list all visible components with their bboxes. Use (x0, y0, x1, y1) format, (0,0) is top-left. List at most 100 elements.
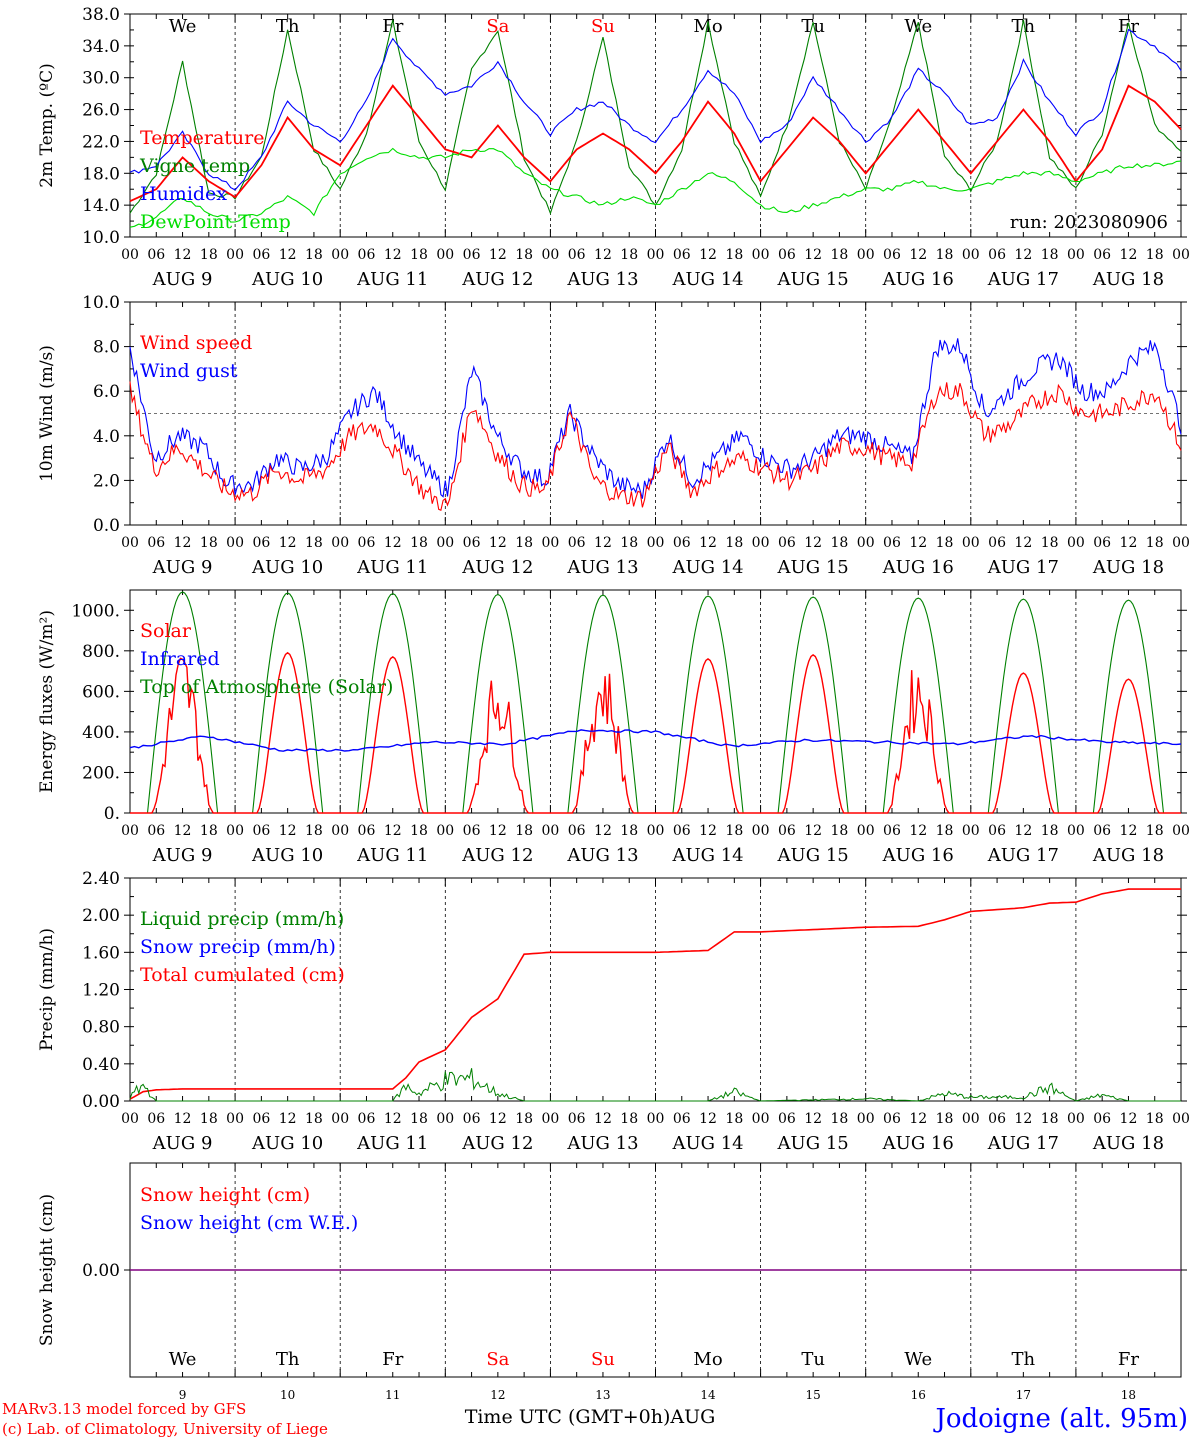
x-hour-label: 00 (541, 1111, 559, 1127)
x-hour-label: 06 (252, 535, 270, 551)
x-date-label: AUG 9 (152, 1133, 213, 1154)
y-tick-label: 400. (82, 723, 120, 743)
x-date-label: AUG 12 (461, 1133, 533, 1154)
x-hour-label: 00 (647, 1111, 665, 1127)
x-hour-label: 06 (778, 823, 796, 839)
x-date-label: AUG 17 (987, 1133, 1059, 1154)
x-hour-label: 06 (1093, 823, 1111, 839)
x-date-label: AUG 14 (671, 1133, 743, 1154)
x-hour-label: 00 (436, 1111, 454, 1127)
panel-4: 0.00 0.40 0.80 1.20 1.60 2.00 2.40 Precip (mm/h… (37, 869, 1190, 1154)
x-hour-label: 12 (804, 535, 822, 551)
x-hour-label: 00 (436, 535, 454, 551)
x-hour-label: 00 (752, 823, 770, 839)
x-hour-label: 06 (252, 247, 270, 263)
series-line-temperature (129, 84, 1182, 203)
plot-frame (129, 589, 1182, 814)
x-hour-label: 00 (962, 823, 980, 839)
y-tick-label: 1.20 (82, 981, 120, 1001)
legend-label: Wind speed (140, 332, 252, 354)
x-date-number: 9 (179, 1388, 187, 1402)
x-hour-label: 18 (936, 535, 954, 551)
panel-2: 0.0 2.0 4.0 6.0 8.0 10.0 10m Wind (m/s) 00 06 12 1… (37, 293, 1190, 578)
x-hour-label: 00 (331, 247, 349, 263)
x-hour-label: 06 (673, 823, 691, 839)
y-tick-label: 34.0 (82, 37, 120, 57)
y-tick-label: 0.00 (82, 1092, 120, 1112)
x-hour-label: 00 (647, 535, 665, 551)
y-tick-label: 2.00 (82, 906, 120, 926)
x-hour-label: 00 (857, 1111, 875, 1127)
x-hour-label: 00 (226, 247, 244, 263)
x-date-label: AUG 10 (251, 845, 323, 866)
x-hour-label: 00 (1067, 823, 1085, 839)
x-date-label: AUG 12 (461, 269, 533, 290)
legend-label: Top of Atmosphere (Solar) (140, 676, 393, 698)
y-tick-label: 600. (82, 682, 120, 702)
series-line-solar (130, 651, 1181, 814)
x-hour-label: 18 (200, 535, 218, 551)
x-hour-label: 12 (174, 823, 192, 839)
x-date-label: AUG 10 (251, 269, 323, 290)
x-hour-label: 12 (804, 823, 822, 839)
x-hour-label: 18 (410, 247, 428, 263)
x-hour-label: 18 (831, 247, 849, 263)
day-name-label: Th (276, 1349, 300, 1370)
series-line-liquid-precip (129, 1068, 1181, 1102)
x-hour-label: 18 (1146, 535, 1164, 551)
x-hour-label: 06 (568, 535, 586, 551)
x-hour-label: 12 (1120, 247, 1138, 263)
x-date-label: AUG 11 (356, 269, 428, 290)
x-hour-label: 00 (226, 1111, 244, 1127)
x-hour-label: 18 (515, 247, 533, 263)
x-hour-label: 00 (121, 1111, 139, 1127)
x-date-label: AUG 18 (1092, 845, 1164, 866)
x-hour-label: 12 (279, 823, 297, 839)
x-date-label: AUG 11 (356, 1133, 428, 1154)
x-date-label: AUG 15 (777, 1133, 849, 1154)
day-name-label: We (904, 16, 932, 37)
x-hour-label: 00 (857, 247, 875, 263)
x-hour-label: 06 (883, 1111, 901, 1127)
x-hour-label: 06 (147, 1111, 165, 1127)
x-hour-label: 06 (568, 247, 586, 263)
x-date-label: AUG 13 (566, 1133, 638, 1154)
x-date-label: AUG 17 (987, 845, 1059, 866)
y-tick-label: 8.0 (93, 338, 120, 358)
y-axis-label: Snow height (cm) (37, 1194, 57, 1346)
x-hour-label: 18 (725, 823, 743, 839)
x-hour-label: 00 (331, 535, 349, 551)
x-date-label: AUG 15 (777, 557, 849, 578)
y-tick-label: 4.0 (93, 427, 120, 447)
x-hour-label: 00 (436, 823, 454, 839)
y-tick-label: 200. (82, 763, 120, 783)
x-hour-label: 18 (410, 535, 428, 551)
y-tick-label: 0.0 (93, 516, 120, 536)
x-date-label: AUG 13 (566, 557, 638, 578)
x-hour-label: 12 (1120, 535, 1138, 551)
x-hour-label: 00 (121, 535, 139, 551)
x-hour-label: 00 (1067, 535, 1085, 551)
x-date-label: AUG 9 (152, 269, 213, 290)
day-name-label: Sa (486, 16, 509, 37)
x-hour-label: 06 (988, 1111, 1006, 1127)
x-hour-label: 18 (305, 535, 323, 551)
panel-3: 0. 200. 400. 600. 800. 1000. Energy fluxes (W/… (37, 589, 1190, 866)
y-tick-label: 0.40 (82, 1055, 120, 1075)
x-date-label: AUG 17 (987, 557, 1059, 578)
x-hour-label: 06 (358, 535, 376, 551)
y-tick-label: 0. (104, 804, 120, 824)
x-hour-label: 00 (647, 823, 665, 839)
x-hour-label: 00 (541, 247, 559, 263)
x-hour-label: 00 (1172, 1111, 1190, 1127)
day-name-label: Fr (382, 16, 403, 37)
x-hour-label: 00 (962, 1111, 980, 1127)
model-credit: MARv3.13 model forced by GFS (2, 1400, 246, 1418)
x-date-label: AUG 14 (671, 557, 743, 578)
x-hour-label: 12 (384, 823, 402, 839)
x-hour-label: 12 (699, 535, 717, 551)
x-hour-label: 12 (489, 247, 507, 263)
x-hour-label: 12 (594, 247, 612, 263)
x-hour-label: 06 (1093, 247, 1111, 263)
x-hour-label: 18 (1146, 1111, 1164, 1127)
